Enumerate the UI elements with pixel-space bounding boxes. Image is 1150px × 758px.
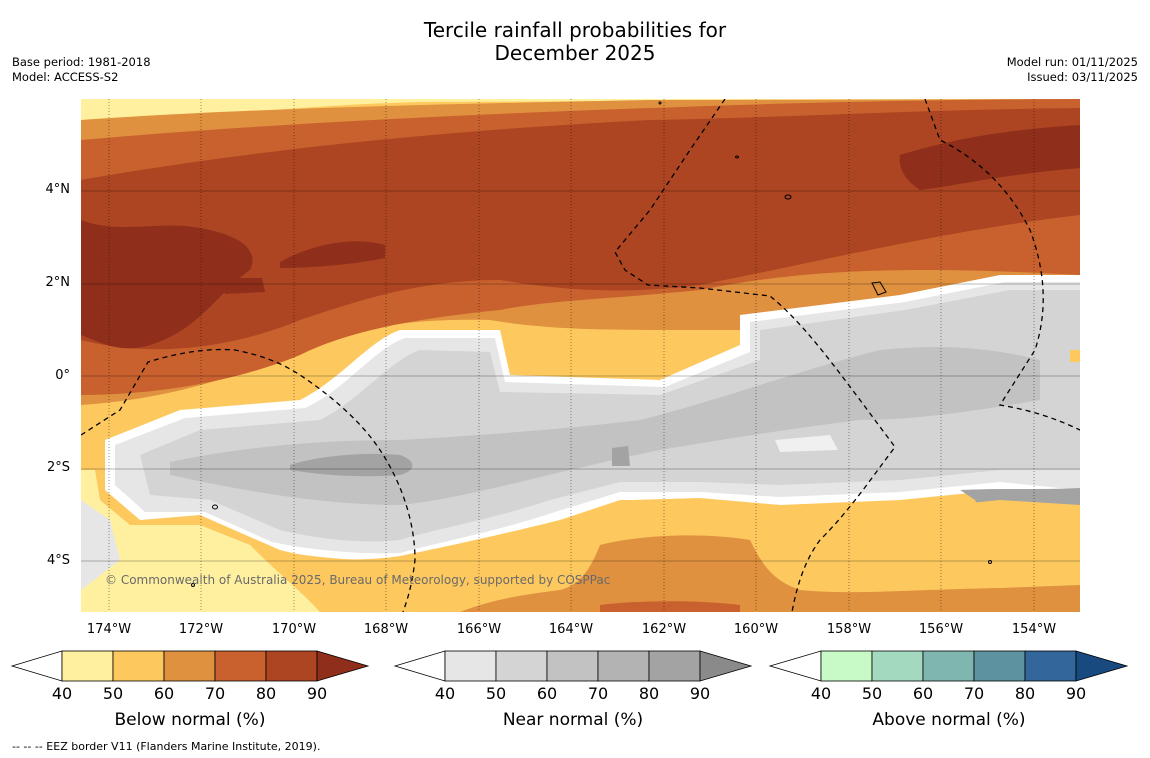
cbar-below-80-90 bbox=[265, 650, 318, 682]
lon-label-162w: 162°W bbox=[641, 622, 687, 637]
lon-label-172w: 172°W bbox=[178, 622, 224, 637]
cbar-near-40-50 bbox=[444, 650, 497, 682]
below-normal-south-80 bbox=[600, 601, 740, 612]
below-normal-50-strip bbox=[81, 99, 1080, 125]
colorbar-label-below-normal: Below normal (%) bbox=[114, 710, 266, 730]
colorbar-near-normal bbox=[393, 650, 753, 682]
lon-label-160w: 160°W bbox=[733, 622, 779, 637]
eez-footnote: -- -- -- EEZ border V11 (Flanders Marine… bbox=[12, 740, 321, 753]
cbar-below-tick: 80 bbox=[255, 684, 277, 703]
lat-label-2s: 2°S bbox=[46, 460, 70, 475]
below-normal-east-patch bbox=[1070, 350, 1080, 362]
metadata-left: Base period: 1981-2018 Model: ACCESS-S2 bbox=[12, 55, 151, 85]
cbar-near-high-extend bbox=[699, 650, 753, 682]
model-run: Model run: 01/11/2025 bbox=[1006, 55, 1138, 69]
lon-label-166w: 166°W bbox=[456, 622, 502, 637]
cbar-above-70-80 bbox=[973, 650, 1026, 682]
below-normal-south-50-west bbox=[81, 470, 320, 612]
near-normal-light-patch bbox=[775, 435, 838, 452]
title-line-2: December 2025 bbox=[494, 41, 656, 65]
islands bbox=[191, 101, 992, 587]
grid-lines bbox=[81, 190, 1080, 562]
cbar-above-high-extend bbox=[1075, 650, 1129, 682]
cbar-above-tick: 50 bbox=[861, 684, 883, 703]
cbar-below-50-60 bbox=[112, 650, 165, 682]
lon-label-154w: 154°W bbox=[1011, 622, 1057, 637]
cbar-near-low-extend bbox=[393, 650, 446, 682]
cbar-below-high-extend bbox=[316, 650, 370, 682]
cbar-near-70-80 bbox=[597, 650, 650, 682]
cbar-below-tick: 50 bbox=[102, 684, 124, 703]
cbar-above-tick: 90 bbox=[1065, 684, 1087, 703]
cbar-near-tick: 90 bbox=[689, 684, 711, 703]
below-normal-90-patch-central bbox=[280, 241, 385, 268]
cbar-near-50-60 bbox=[495, 650, 548, 682]
cbar-near-tick: 60 bbox=[536, 684, 558, 703]
cbar-below-60-70 bbox=[163, 650, 216, 682]
base-period: Base period: 1981-2018 bbox=[12, 55, 151, 69]
cbar-above-tick: 60 bbox=[912, 684, 934, 703]
cbar-near-tick: 70 bbox=[587, 684, 609, 703]
map-fill bbox=[81, 99, 1080, 612]
cbar-above-60-70 bbox=[922, 650, 975, 682]
eez-borders bbox=[81, 99, 1080, 612]
colorbar-above-normal bbox=[768, 650, 1129, 682]
near-normal-80-patch-central bbox=[612, 446, 630, 466]
cbar-below-low-extend bbox=[10, 650, 63, 682]
lat-label-2n: 2°N bbox=[45, 275, 71, 290]
below-normal-south-70 bbox=[460, 535, 1080, 612]
cbar-near-tick: 50 bbox=[485, 684, 507, 703]
near-normal-south-west bbox=[81, 500, 120, 590]
map-title: Tercile rainfall probabilities for Decem… bbox=[0, 19, 1150, 65]
lon-label-174w: 174°W bbox=[86, 622, 132, 637]
cbar-below-tick: 60 bbox=[153, 684, 175, 703]
colorbar-label-above-normal: Above normal (%) bbox=[872, 710, 1026, 730]
near-normal-80-patch-west bbox=[290, 453, 413, 477]
cbar-near-tick: 80 bbox=[638, 684, 660, 703]
colorbar-below-normal bbox=[10, 650, 370, 682]
lat-label-4n: 4°N bbox=[45, 182, 71, 197]
cbar-near-80-90 bbox=[648, 650, 701, 682]
lon-label-158w: 158°W bbox=[826, 622, 872, 637]
cbar-near-tick: 40 bbox=[434, 684, 456, 703]
cbar-below-tick: 70 bbox=[204, 684, 226, 703]
cbar-above-80-90 bbox=[1024, 650, 1077, 682]
below-normal-80-band bbox=[81, 108, 1080, 350]
metadata-right: Model run: 01/11/2025 Issued: 03/11/2025 bbox=[1007, 55, 1138, 85]
lon-label-156w: 156°W bbox=[918, 622, 964, 637]
cbar-above-tick: 40 bbox=[810, 684, 832, 703]
below-normal-south-60 bbox=[81, 440, 1080, 612]
colorbar-label-near-normal: Near normal (%) bbox=[502, 710, 644, 730]
lat-label-0: 0° bbox=[55, 368, 70, 383]
model-name: Model: ACCESS-S2 bbox=[12, 70, 119, 84]
lon-label-170w: 170°W bbox=[271, 622, 317, 637]
cbar-above-50-60 bbox=[871, 650, 924, 682]
cbar-below-40-50 bbox=[61, 650, 114, 682]
cbar-below-70-80 bbox=[214, 650, 267, 682]
cbar-above-tick: 80 bbox=[1014, 684, 1036, 703]
cbar-above-low-extend bbox=[768, 650, 822, 682]
cbar-near-60-70 bbox=[546, 650, 599, 682]
issued-date: Issued: 03/11/2025 bbox=[1027, 70, 1138, 84]
title-line-1: Tercile rainfall probabilities for bbox=[423, 18, 727, 42]
cbar-below-tick: 40 bbox=[51, 684, 73, 703]
cbar-above-tick: 70 bbox=[963, 684, 985, 703]
below-normal-90-patch-east bbox=[899, 125, 1080, 190]
cbar-below-tick: 90 bbox=[306, 684, 328, 703]
copyright-notice: © Commonwealth of Australia 2025, Bureau… bbox=[105, 573, 611, 587]
cbar-above-40-50 bbox=[820, 650, 873, 682]
lon-label-168w: 168°W bbox=[363, 622, 409, 637]
lon-label-164w: 164°W bbox=[548, 622, 594, 637]
lat-label-4s: 4°S bbox=[46, 553, 70, 568]
below-normal-90-patch-small bbox=[222, 278, 265, 294]
